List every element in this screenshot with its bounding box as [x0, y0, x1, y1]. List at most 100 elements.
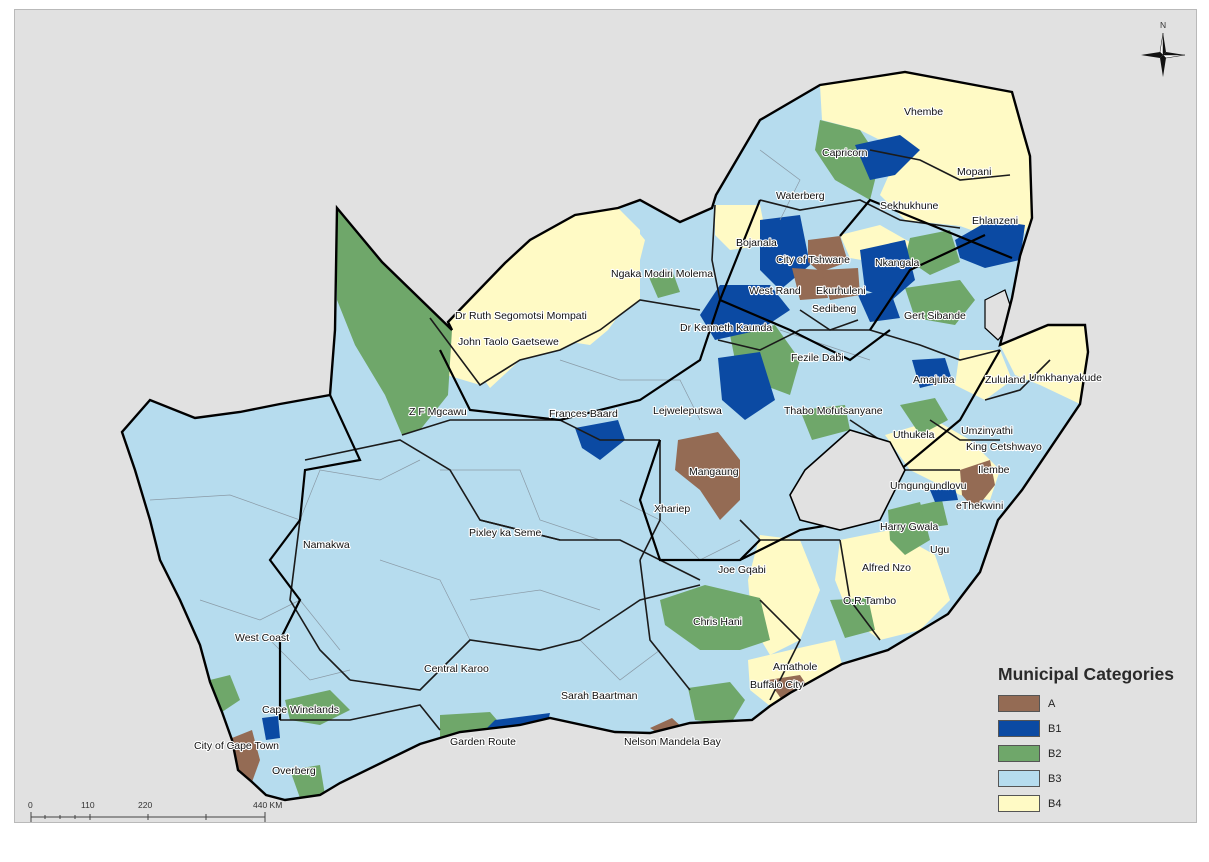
- label-vhembe: Vhembe: [904, 106, 943, 118]
- label-ilembe: Ilembe: [978, 464, 1010, 476]
- region-capricorn-b2: [815, 120, 880, 200]
- label-amajuba: Amajuba: [913, 374, 955, 386]
- label-sarah-baartman: Sarah Baartman: [561, 690, 638, 702]
- label-alfred-nzo: Alfred Nzo: [862, 562, 911, 574]
- north-arrow-icon: N: [1141, 20, 1186, 77]
- label-pixley-ka-seme: Pixley ka Seme: [469, 527, 542, 539]
- legend-swatch-b4: [998, 795, 1040, 812]
- label-west-coast: West Coast: [235, 632, 289, 644]
- region-west-coast-b2: [210, 675, 240, 712]
- region-amajuba-b2: [900, 398, 948, 435]
- label-mopani: Mopani: [957, 166, 991, 178]
- label-frances-baard: Frances Baard: [549, 408, 618, 420]
- region-sarah-b2: [688, 682, 745, 725]
- legend-item-b2: B2: [998, 741, 1197, 766]
- region-ugu-b2: [920, 500, 948, 528]
- label-chris-hani: Chris Hani: [693, 616, 742, 628]
- label-umzinyathi: Umzinyathi: [961, 425, 1013, 437]
- category-b4-areas: [337, 72, 1088, 706]
- region-limpopo-b4: [820, 72, 1032, 258]
- label-nkangala: Nkangala: [875, 257, 920, 269]
- label-ekurhuleni: Ekurhuleni: [816, 285, 866, 297]
- district-labels: Vhembe Capricorn Mopani Waterberg Sekhuk…: [193, 105, 1103, 778]
- region-klerksdorp-b1: [700, 285, 790, 340]
- legend-swatch-a: [998, 695, 1040, 712]
- region-cape-winelands-b2: [285, 690, 350, 725]
- region-thabo-b2: [800, 405, 850, 440]
- region-zululand-b4: [955, 350, 1012, 400]
- region-ngaka-b2: [648, 270, 680, 298]
- legend-swatch-b3: [998, 770, 1040, 787]
- municipality-layer: [149, 72, 1088, 798]
- scale-bar: 0 110 220 440 KM: [28, 800, 282, 822]
- legend: Municipal Categories A B1 B2 B3 B4: [992, 664, 1197, 816]
- region-overberg-b2: [290, 765, 325, 798]
- region-zf-mgcawu-b2: [337, 208, 452, 435]
- region-govan-mbeki-b1: [858, 290, 900, 322]
- scale-label-440: 440 KM: [253, 800, 282, 810]
- region-newcastle-b1: [912, 358, 952, 388]
- legend-item-b4: B4: [998, 791, 1197, 816]
- province-boundaries: [268, 198, 1013, 720]
- region-stellenbosch-b1: [262, 716, 280, 740]
- label-joe-gqabi: Joe Gqabi: [718, 564, 766, 576]
- legend-label-b3: B3: [1048, 772, 1062, 785]
- label-john-taolo-gaetsewe: John Taolo Gaetsewe: [458, 336, 559, 348]
- lesotho-enclave: [789, 429, 906, 531]
- metro-mangaung: [675, 432, 740, 520]
- legend-swatch-b2: [998, 745, 1040, 762]
- label-mangaung: Mangaung: [689, 466, 739, 478]
- legend-label-b4: B4: [1048, 797, 1062, 810]
- label-or-tambo: O.R.Tambo: [843, 595, 896, 607]
- label-lejweleputswa: Lejweleputswa: [653, 405, 722, 417]
- metro-tshwane: [808, 236, 848, 272]
- label-ethekwini: eThekwini: [956, 500, 1003, 512]
- label-sekhukhune: Sekhukhune: [880, 200, 939, 212]
- label-xhariep: Xhariep: [654, 503, 690, 515]
- legend-swatch-b1: [998, 720, 1040, 737]
- label-garden-route: Garden Route: [450, 736, 516, 748]
- category-a-metros: [232, 236, 995, 782]
- scale-label-220: 220: [138, 800, 152, 810]
- legend-title: Municipal Categories: [998, 664, 1175, 684]
- north-label: N: [1160, 20, 1166, 30]
- label-uthukela: Uthukela: [893, 429, 935, 441]
- label-dr-ruth-segomotsi-mompati: Dr Ruth Segomotsi Mompati: [455, 310, 587, 322]
- label-cape-winelands: Cape Winelands: [262, 704, 339, 716]
- label-king-cetshwayo: King Cetshwayo: [966, 441, 1042, 453]
- label-z-f-mgcawu: Z F Mgcawu: [409, 406, 467, 418]
- region-matjhabeng-b1: [718, 352, 775, 420]
- label-city-of-tshwane: City of Tshwane: [776, 254, 850, 266]
- label-namakwa: Namakwa: [303, 539, 350, 551]
- label-nelson-mandela-bay: Nelson Mandela Bay: [624, 736, 722, 748]
- region-polokwane-b1: [855, 135, 920, 180]
- national-border: [120, 70, 1090, 802]
- label-ugu: Ugu: [930, 544, 949, 556]
- label-zululand: Zululand: [985, 374, 1025, 386]
- label-ehlanzeni: Ehlanzeni: [972, 215, 1018, 227]
- region-nkangala-b2: [905, 230, 960, 275]
- label-city-of-cape-town: City of Cape Town: [194, 740, 279, 752]
- region-msunduzi-b1: [930, 488, 958, 502]
- label-overberg: Overberg: [272, 765, 316, 777]
- district-boundaries: [280, 149, 1051, 731]
- legend-item-b1: B1: [998, 716, 1197, 741]
- label-ngaka-modiri-molema: Ngaka Modiri Molema: [611, 268, 713, 280]
- scale-label-0: 0: [28, 800, 33, 810]
- label-gert-sibande: Gert Sibande: [904, 310, 966, 322]
- label-dr-kenneth-kaunda: Dr Kenneth Kaunda: [680, 322, 772, 334]
- legend-label-b2: B2: [1048, 747, 1062, 760]
- label-umgungundlovu: Umgungundlovu: [890, 480, 967, 492]
- metro-ethekwini: [960, 460, 995, 510]
- region-waterberg-b4: [715, 205, 768, 250]
- metro-johannesburg: [792, 268, 828, 300]
- region-amathole-b4: [748, 640, 842, 706]
- category-b2-areas: [210, 120, 975, 798]
- label-sedibeng: Sedibeng: [812, 303, 857, 315]
- label-capricorn: Capricorn: [822, 147, 868, 159]
- region-northwest-b4: [430, 210, 645, 388]
- label-bojanala: Bojanala: [736, 237, 777, 249]
- legend-label-a: A: [1048, 697, 1056, 710]
- region-fezile-dabi-b2: [730, 325, 800, 395]
